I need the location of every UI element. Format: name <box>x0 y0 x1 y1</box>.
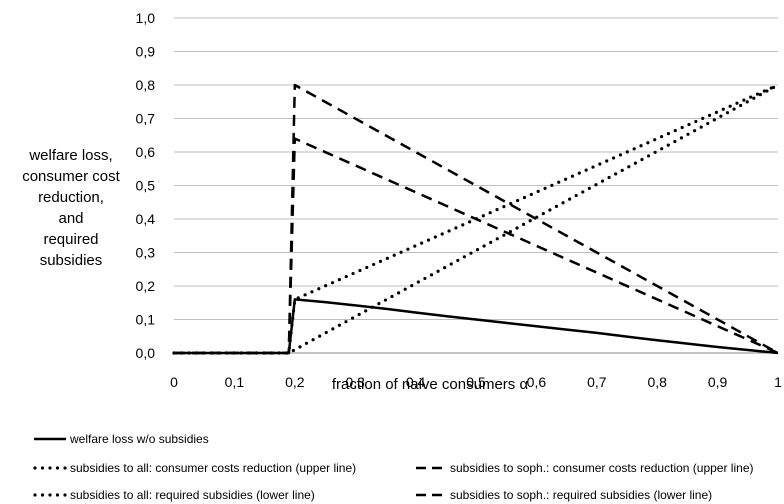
legend-swatch-dotted <box>33 493 68 497</box>
y-axis-title-line: required <box>43 231 99 248</box>
legend-item-soph-required: subsidies to soph.: required subsidies (… <box>412 488 712 502</box>
y-tick-label: 0,9 <box>136 44 156 60</box>
legend-swatch-dashed <box>416 466 446 470</box>
legend-item-soph-cost-reduction: subsidies to soph.: consumer costs reduc… <box>412 461 754 475</box>
y-axis-title-line: and <box>58 210 84 227</box>
y-axis-title-line: consumer cost <box>22 168 120 185</box>
legend-label: subsidies to soph.: consumer costs reduc… <box>450 461 754 475</box>
legend-label: subsidies to all: required subsidies (lo… <box>70 488 315 502</box>
y-tick-label: 0,3 <box>136 245 156 261</box>
x-tick-label: 0,1 <box>225 374 245 390</box>
y-tick-label: 0,2 <box>136 278 156 294</box>
x-tick-label: 0,4 <box>406 374 426 390</box>
x-axis-ticks: 0 0,1 0,2 0,3 0,4 0,5 0,6 0,7 0,8 0,9 1 <box>170 374 782 390</box>
legend-label: subsidies to all: consumer costs reducti… <box>70 461 357 475</box>
y-tick-label: 0,6 <box>136 144 156 160</box>
x-tick-label: 0,8 <box>647 374 667 390</box>
y-tick-label: 0,4 <box>136 211 156 227</box>
legend-swatch-dashed <box>416 493 446 497</box>
x-tick-label: 0 <box>170 374 178 390</box>
series-line-2 <box>172 83 780 355</box>
y-axis-title-line: subsidies <box>39 252 103 269</box>
y-axis-title: welfare loss, consumer cost reduction, a… <box>0 145 142 271</box>
series-line-5 <box>174 137 779 355</box>
y-tick-label: 1,0 <box>136 10 156 26</box>
x-tick-label: 0,2 <box>285 374 305 390</box>
legend-label: welfare loss w/o subsidies <box>70 432 209 446</box>
y-axis-title-line: welfare loss, <box>29 147 113 164</box>
x-tick-label: 0,6 <box>527 374 547 390</box>
x-tick-label: 0,7 <box>587 374 607 390</box>
x-tick-label: 0,9 <box>708 374 728 390</box>
legend-label: subsidies to soph.: required subsidies (… <box>450 488 713 502</box>
x-tick-label: 0,5 <box>466 374 486 390</box>
y-tick-label: 0,8 <box>136 77 156 93</box>
legend-item-welfare-loss: welfare loss w/o subsidies <box>32 432 209 446</box>
legend-item-all-required: subsidies to all: required subsidies (lo… <box>32 488 315 502</box>
y-axis-title-line: reduction, <box>38 189 104 206</box>
x-tick-label: 1 <box>774 374 782 390</box>
legend-swatch-dotted <box>33 466 68 470</box>
y-tick-label: 0,0 <box>136 345 156 361</box>
x-tick-label: 0,3 <box>345 374 365 390</box>
legend-swatch-solid <box>34 437 66 441</box>
series-line-1 <box>174 298 779 355</box>
y-tick-label: 0,1 <box>136 312 156 328</box>
x-axis-title: fraction of naive consumers α <box>331 376 529 393</box>
y-axis-ticks: 0,0 0,1 0,2 0,3 0,4 0,5 0,6 0,7 0,8 0,9 1,0 <box>136 10 156 361</box>
y-tick-label: 0,5 <box>136 178 156 194</box>
series-lines <box>172 83 780 355</box>
legend-item-all-cost-reduction: subsidies to all: consumer costs reducti… <box>32 461 356 475</box>
y-tick-label: 0,7 <box>136 111 156 127</box>
